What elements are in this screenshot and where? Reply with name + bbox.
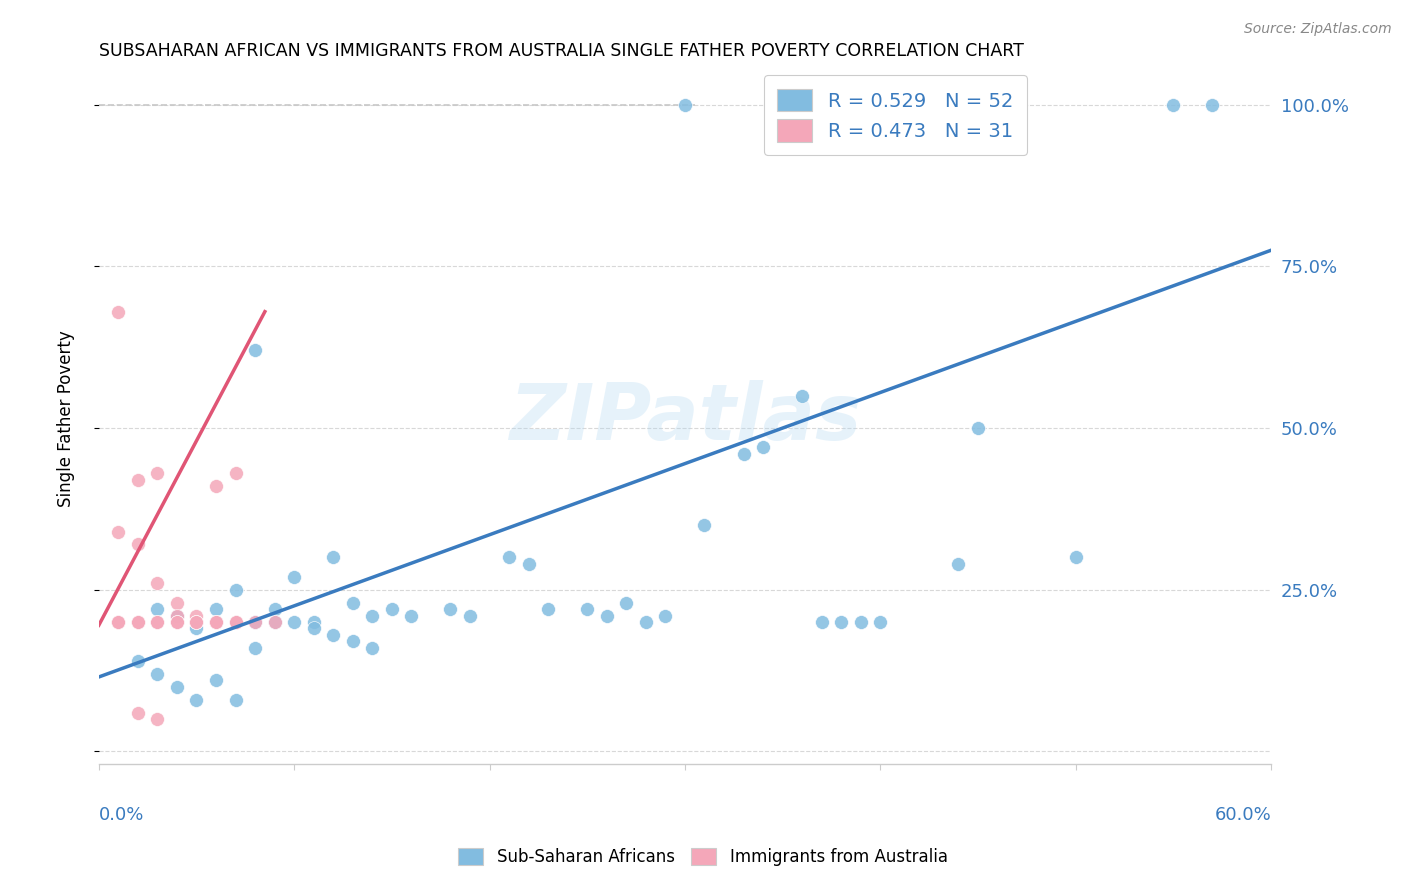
Point: [948, 557, 970, 571]
Point: [381, 602, 404, 616]
Point: [186, 615, 208, 629]
Point: [127, 537, 149, 551]
Point: [243, 615, 266, 629]
Point: [576, 602, 599, 616]
Point: [263, 615, 285, 629]
Point: [869, 615, 891, 629]
Point: [342, 634, 364, 648]
Point: [107, 615, 129, 629]
Point: [243, 640, 266, 655]
Point: [225, 692, 247, 706]
Point: [225, 467, 247, 481]
Text: Source: ZipAtlas.com: Source: ZipAtlas.com: [1244, 22, 1392, 37]
Point: [654, 608, 676, 623]
Point: [205, 615, 228, 629]
Point: [225, 582, 247, 597]
Point: [693, 518, 716, 533]
Point: [146, 602, 169, 616]
Point: [146, 615, 169, 629]
Point: [810, 615, 832, 629]
Y-axis label: Single Father Poverty: Single Father Poverty: [58, 330, 75, 507]
Legend: Sub-Saharan Africans, Immigrants from Australia: Sub-Saharan Africans, Immigrants from Au…: [450, 840, 956, 875]
Point: [243, 615, 266, 629]
Point: [166, 608, 188, 623]
Point: [673, 97, 696, 112]
Point: [127, 654, 149, 668]
Text: SUBSAHARAN AFRICAN VS IMMIGRANTS FROM AUSTRALIA SINGLE FATHER POVERTY CORRELATIO: SUBSAHARAN AFRICAN VS IMMIGRANTS FROM AU…: [98, 42, 1024, 60]
Point: [614, 596, 637, 610]
Point: [186, 608, 208, 623]
Point: [107, 304, 129, 318]
Point: [127, 473, 149, 487]
Point: [146, 467, 169, 481]
Point: [596, 608, 619, 623]
Point: [205, 602, 228, 616]
Point: [342, 596, 364, 610]
Point: [849, 615, 872, 629]
Text: ZIPatlas: ZIPatlas: [509, 380, 860, 457]
Text: 60.0%: 60.0%: [1215, 805, 1271, 824]
Point: [107, 615, 129, 629]
Point: [166, 608, 188, 623]
Point: [205, 479, 228, 493]
Point: [458, 608, 481, 623]
Point: [283, 570, 305, 584]
Point: [1201, 97, 1223, 112]
Point: [733, 447, 755, 461]
Point: [792, 389, 814, 403]
Point: [361, 640, 384, 655]
Point: [205, 615, 228, 629]
Point: [263, 602, 285, 616]
Point: [107, 524, 129, 539]
Point: [225, 615, 247, 629]
Point: [186, 692, 208, 706]
Point: [127, 615, 149, 629]
Point: [146, 712, 169, 726]
Point: [186, 615, 208, 629]
Point: [1064, 550, 1087, 565]
Point: [439, 602, 461, 616]
Point: [263, 615, 285, 629]
Point: [127, 706, 149, 720]
Point: [967, 421, 990, 435]
Point: [322, 628, 344, 642]
Point: [752, 441, 775, 455]
Point: [146, 666, 169, 681]
Legend: R = 0.529   N = 52, R = 0.473   N = 31: R = 0.529 N = 52, R = 0.473 N = 31: [763, 75, 1026, 155]
Point: [186, 615, 208, 629]
Point: [146, 615, 169, 629]
Point: [830, 615, 852, 629]
Point: [127, 615, 149, 629]
Point: [283, 615, 305, 629]
Point: [225, 615, 247, 629]
Point: [322, 550, 344, 565]
Point: [166, 615, 188, 629]
Point: [205, 673, 228, 688]
Point: [166, 680, 188, 694]
Point: [302, 615, 325, 629]
Point: [166, 596, 188, 610]
Point: [401, 608, 423, 623]
Point: [517, 557, 540, 571]
Point: [634, 615, 657, 629]
Point: [186, 622, 208, 636]
Point: [537, 602, 560, 616]
Point: [1163, 97, 1185, 112]
Point: [302, 622, 325, 636]
Point: [361, 608, 384, 623]
Point: [166, 615, 188, 629]
Text: 0.0%: 0.0%: [98, 805, 145, 824]
Point: [205, 615, 228, 629]
Point: [498, 550, 520, 565]
Point: [146, 576, 169, 591]
Point: [243, 343, 266, 358]
